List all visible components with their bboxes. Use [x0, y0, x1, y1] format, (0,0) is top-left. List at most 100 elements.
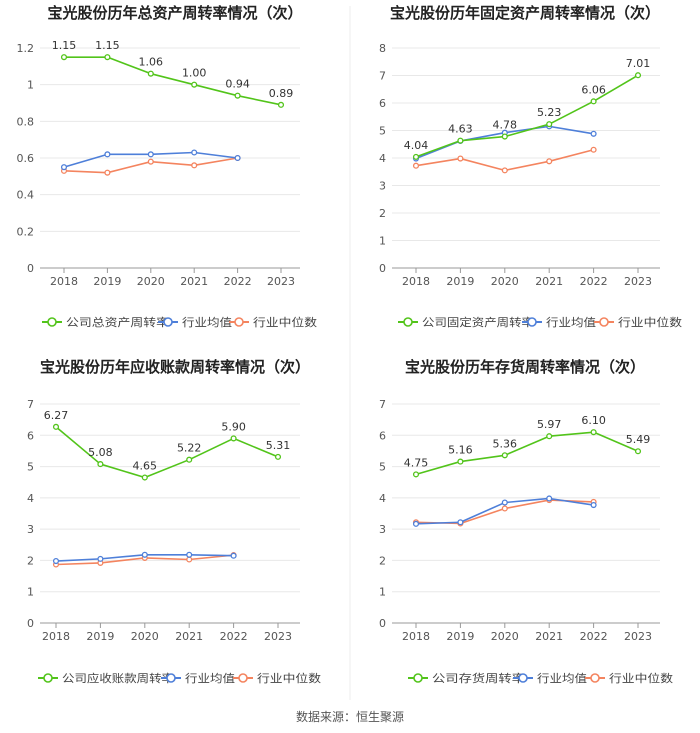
data-label: 4.78 [493, 119, 518, 132]
x-tick-label: 2019 [86, 630, 114, 643]
data-label: 4.04 [404, 139, 429, 152]
data-point-company [634, 448, 642, 455]
x-tick-label: 2019 [446, 275, 474, 288]
y-tick-label: 4 [379, 152, 386, 165]
data-label: 6.10 [581, 414, 606, 427]
data-point-company [634, 72, 642, 79]
legend-label-company: 公司总资产周转率 [66, 315, 169, 329]
data-point-company [457, 458, 464, 465]
legend-label-company: 公司固定资产周转率 [422, 315, 534, 329]
data-label: 7.01 [626, 57, 651, 70]
data-point-avg [104, 151, 111, 158]
y-tick-label: 7 [27, 398, 34, 411]
y-tick-label: 0.4 [17, 189, 35, 202]
data-point-company [546, 121, 553, 128]
data-label: 4.75 [404, 456, 429, 469]
data-point-median [191, 162, 198, 169]
data-point-company [277, 101, 285, 108]
data-point-company [457, 137, 464, 144]
series-line-company [64, 56, 282, 106]
data-point-avg [191, 149, 198, 156]
data-point-median [457, 155, 464, 162]
series-line-median [415, 148, 594, 172]
legend-label-avg: 行业均值 [546, 316, 596, 329]
chart-title-3: 宝光股份历年应收账款周转率情况（次） [40, 358, 310, 376]
x-tick-label: 2021 [175, 630, 203, 643]
data-label: 5.49 [626, 433, 651, 446]
data-label: 0.89 [269, 87, 294, 100]
x-tick-label: 2022 [224, 275, 252, 288]
y-tick-label: 0.2 [17, 225, 35, 238]
legend-label-median: 行业中位数 [257, 671, 321, 685]
legend-label-avg: 行业均值 [185, 672, 235, 685]
y-tick-label: 5 [379, 125, 386, 138]
x-tick-label: 2022 [580, 275, 608, 288]
y-tick-label: 2 [379, 554, 386, 567]
data-point-company [501, 452, 508, 459]
legend-label-avg: 行业均值 [537, 672, 587, 685]
legend-swatch-marker [403, 317, 413, 327]
y-tick-label: 5 [27, 461, 34, 474]
data-label: 6.06 [581, 83, 606, 96]
legend-label-company: 公司存货周转率 [432, 671, 525, 685]
x-tick-label: 2023 [624, 630, 652, 643]
y-tick-label: 0 [379, 617, 386, 630]
data-point-company [274, 453, 282, 460]
y-tick-label: 0 [27, 262, 34, 275]
series-line-company [415, 431, 639, 476]
data-point-avg [457, 519, 464, 526]
x-tick-label: 2023 [267, 275, 295, 288]
y-tick-label: 5 [379, 461, 386, 474]
legend-label-median: 行业中位数 [618, 315, 682, 329]
data-label: 5.90 [221, 420, 246, 433]
legend-label-avg: 行业均值 [182, 316, 232, 329]
y-tick-label: 7 [379, 70, 386, 83]
data-point-company [52, 423, 60, 430]
data-point-company [191, 81, 198, 88]
data-point-avg [230, 552, 237, 559]
y-tick-label: 2 [27, 554, 34, 567]
y-tick-label: 7 [379, 398, 386, 411]
legend-swatch-marker [234, 317, 244, 327]
x-tick-label: 2021 [535, 275, 563, 288]
data-label: 1.00 [182, 67, 207, 80]
data-point-avg [590, 130, 597, 137]
data-point-median [546, 158, 553, 165]
y-tick-label: 1 [379, 586, 386, 599]
data-point-avg [501, 499, 508, 506]
data-source: 数据来源：恒生聚源 [295, 710, 404, 724]
x-tick-label: 2022 [220, 630, 248, 643]
data-label: 5.22 [177, 442, 202, 455]
data-point-avg [147, 151, 154, 158]
y-tick-label: 0.8 [17, 115, 35, 128]
data-point-company [186, 456, 193, 463]
legend-swatch-marker [590, 673, 600, 683]
data-point-company [590, 429, 597, 436]
data-point-company [412, 471, 420, 478]
data-point-median [104, 169, 111, 176]
data-point-avg [234, 154, 241, 162]
data-label: 5.31 [266, 439, 291, 452]
legend-label-company: 公司应收账款周转率 [62, 671, 174, 685]
y-tick-label: 3 [379, 180, 386, 193]
data-point-avg [60, 164, 68, 171]
data-point-company [141, 474, 148, 481]
y-tick-label: 3 [379, 523, 386, 536]
y-tick-label: 0.6 [17, 152, 35, 165]
series-line-company [55, 426, 279, 479]
data-point-company [546, 433, 553, 440]
x-tick-label: 2021 [535, 630, 563, 643]
legend-swatch-marker [166, 673, 176, 683]
legend-swatch-marker [599, 317, 609, 327]
data-point-company [147, 70, 154, 77]
data-point-company [412, 153, 420, 160]
legend-swatch-marker [163, 317, 173, 327]
legend-swatch-marker [413, 673, 423, 683]
x-tick-label: 2020 [137, 275, 165, 288]
data-label: 1.06 [139, 56, 164, 69]
data-point-avg [412, 520, 420, 527]
y-tick-label: 4 [27, 492, 34, 505]
data-point-company [60, 54, 68, 61]
data-label: 5.08 [88, 446, 113, 459]
